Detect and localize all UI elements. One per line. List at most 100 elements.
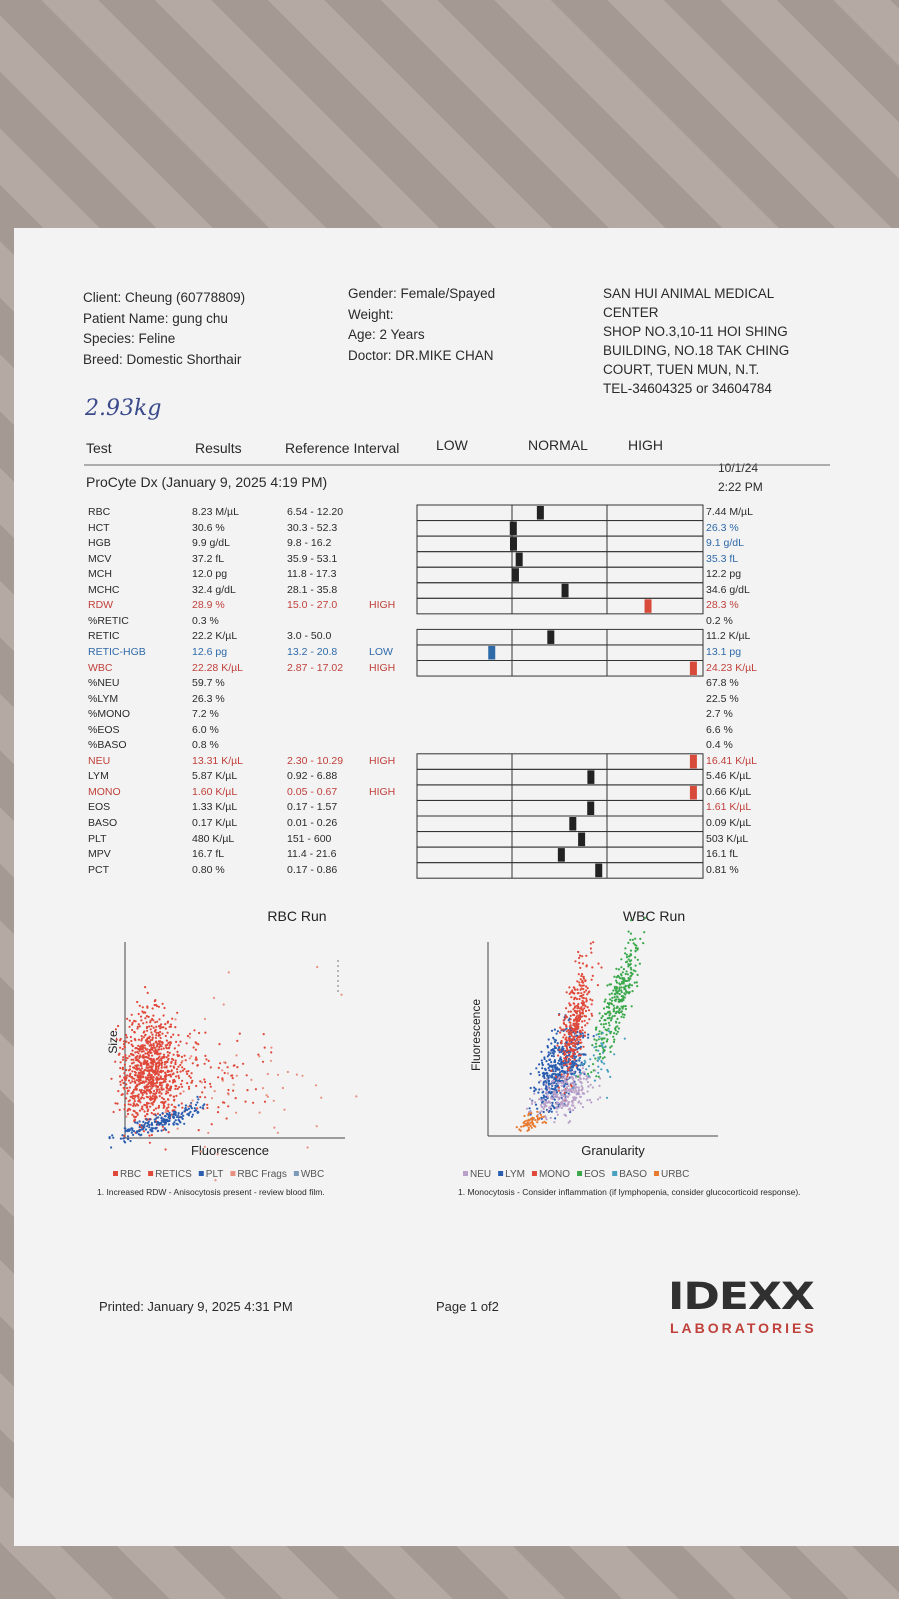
scatter-dot — [586, 1072, 590, 1075]
scatter-dot — [119, 1137, 122, 1140]
scatter-dot — [616, 1030, 620, 1033]
legend-swatch — [577, 1171, 583, 1176]
flag: LOW — [369, 645, 393, 658]
scatter-cloud — [515, 916, 647, 1132]
scatter-dot — [162, 1128, 165, 1131]
scatter-dot — [567, 1101, 571, 1104]
result-marker — [595, 863, 603, 878]
scatter-dot — [266, 1072, 269, 1076]
scatter-dot — [567, 1121, 570, 1124]
scatter-dot — [553, 1095, 556, 1098]
scatter-dot — [182, 1090, 185, 1093]
scatter-dot — [577, 1047, 580, 1050]
scatter-dot — [127, 1103, 130, 1106]
scatter-dot — [576, 1068, 580, 1071]
scatter-dot — [589, 942, 592, 945]
scatter-dot — [162, 1077, 165, 1081]
scatter-dot — [114, 1060, 117, 1063]
scatter-dot — [586, 1090, 589, 1093]
scatter-dot — [131, 1080, 134, 1083]
legend-label: URBC — [661, 1169, 689, 1180]
scatter-dot — [529, 1086, 532, 1090]
scatter-dot — [136, 1074, 139, 1077]
scatter-dot — [190, 1081, 193, 1084]
scatter-dot — [136, 1122, 139, 1125]
scatter-dot — [551, 1104, 554, 1107]
scatter-dot — [176, 1115, 179, 1119]
scatter-dot — [196, 1107, 199, 1110]
scatter-dot — [132, 1066, 135, 1069]
scatter-dot — [596, 1098, 600, 1101]
scatter-dot — [607, 1021, 611, 1024]
scatter-dot — [550, 1048, 553, 1052]
scatter-dot — [553, 1121, 556, 1124]
scatter-dot — [547, 1086, 550, 1089]
scatter-dot — [170, 1061, 173, 1064]
scatter-dot — [191, 1079, 194, 1082]
scatter-dot — [128, 1068, 132, 1071]
scatter-dot — [630, 959, 633, 962]
scatter-dot — [554, 1065, 557, 1068]
scatter-dot — [153, 1089, 156, 1093]
scatter-dot — [573, 1052, 577, 1056]
scatter-dot — [563, 1088, 566, 1092]
scatter-dot — [189, 1076, 192, 1079]
scatter-dot — [558, 1076, 561, 1079]
scatter-dot — [147, 1076, 150, 1079]
scatter-dot — [155, 1123, 158, 1126]
scatter-dot — [609, 1046, 612, 1049]
scatter-dot — [143, 1123, 146, 1126]
scatter-dot — [160, 1084, 163, 1087]
scatter-dot — [551, 1076, 554, 1079]
scatter-dot — [575, 1015, 578, 1018]
test-name: PCT — [88, 863, 109, 876]
scatter-dot — [121, 1079, 124, 1082]
scatter-dot — [175, 1040, 178, 1043]
scatter-dot — [612, 1035, 615, 1038]
scatter-dot — [570, 1034, 573, 1037]
scatter-dot — [190, 1107, 193, 1110]
scatter-dot — [178, 1086, 181, 1089]
scatter-dot — [573, 1035, 576, 1038]
scatter-dot — [191, 1062, 194, 1065]
scatter-dot — [162, 1014, 165, 1017]
scatter-dot — [150, 1096, 153, 1099]
scatter-dot — [560, 1041, 563, 1044]
test-name: WBC — [88, 661, 113, 674]
legend-label: BASO — [619, 1169, 647, 1180]
scatter-dot — [158, 1091, 161, 1094]
scatter-dot — [569, 1024, 572, 1027]
scatter-dot — [236, 1039, 239, 1042]
scatter-dot — [166, 1113, 169, 1116]
scatter-dot — [181, 1106, 184, 1109]
scatter-dot — [602, 1041, 605, 1044]
scatter-dot — [145, 1066, 148, 1069]
test-result: 22.2 K/µL — [192, 630, 238, 643]
scatter-dot — [546, 1046, 550, 1049]
client-line: Client: Cheung (60778809) — [83, 290, 246, 305]
scatter-dot — [121, 1093, 124, 1096]
scatter-dot — [589, 1083, 592, 1086]
scatter-dot — [139, 1134, 142, 1137]
scatter-dot — [555, 1106, 558, 1109]
scatter-dot — [160, 1062, 163, 1065]
scatter-dot — [548, 1069, 551, 1072]
scatter-dot — [166, 1051, 169, 1054]
scatter-dot — [625, 953, 628, 956]
scatter-dot — [636, 985, 639, 988]
scatter-dot — [526, 1129, 529, 1132]
scatter-dot — [137, 1023, 140, 1026]
scatter-dot — [146, 1096, 150, 1099]
scatter-dot — [579, 1007, 582, 1010]
scatter-dot — [547, 1038, 550, 1041]
scatter-dot — [126, 1092, 129, 1095]
scatter-dot — [144, 1047, 147, 1050]
test-result: 0.80 % — [192, 863, 225, 876]
scatter-dot — [623, 1013, 626, 1016]
scatter-dot — [582, 1036, 585, 1039]
scatter-dot — [583, 1004, 586, 1007]
scatter-dot — [567, 1108, 570, 1111]
scatter-dot — [574, 988, 577, 991]
scatter-dot — [177, 1034, 180, 1037]
